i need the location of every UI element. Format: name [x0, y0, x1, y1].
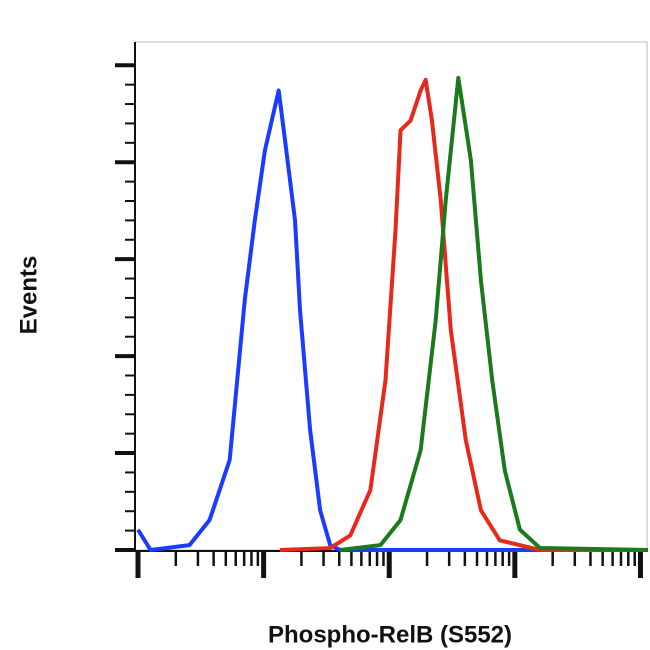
histogram-line — [279, 77, 648, 552]
y-axis-label: Events — [15, 256, 42, 335]
x-axis-label: Phospho-RelB (S552) — [268, 621, 512, 648]
histogram-line — [340, 75, 649, 552]
histogram-line — [136, 88, 648, 552]
